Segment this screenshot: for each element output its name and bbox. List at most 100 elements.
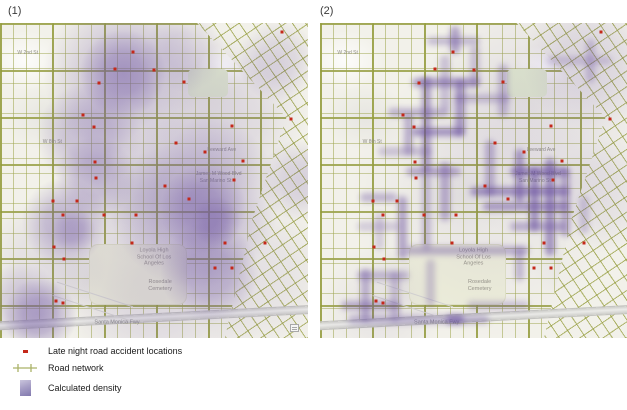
park-area	[507, 68, 548, 98]
accident-point	[62, 257, 66, 261]
accident-point	[371, 199, 375, 203]
density-segment	[470, 45, 480, 86]
density-segment	[405, 167, 462, 177]
density-segment	[422, 174, 432, 250]
basemap-label: W 2nd St	[337, 50, 358, 56]
accident-point	[608, 117, 612, 121]
density-segment	[341, 300, 400, 310]
density-segment	[485, 139, 495, 197]
density-segment	[405, 246, 529, 256]
density-segment	[356, 271, 410, 281]
density-segment	[510, 221, 566, 231]
density-segment	[412, 78, 480, 87]
density-segment	[530, 167, 540, 231]
accident-point	[372, 245, 376, 249]
legend: Late night road accident locations Road …	[10, 346, 330, 403]
basemap-label: James M Wood Blvd	[196, 170, 242, 176]
accident-point	[61, 213, 65, 217]
accident-point	[113, 67, 117, 71]
accident-point	[382, 257, 386, 261]
density-segment	[440, 161, 450, 222]
accident-point	[374, 299, 378, 303]
basemap-label: W 8th St	[363, 139, 382, 145]
density-segment	[427, 36, 480, 46]
accident-point	[549, 124, 553, 128]
density-segment	[510, 167, 569, 177]
accident-point	[94, 176, 98, 180]
accident-point	[134, 213, 138, 217]
accident-point	[582, 241, 586, 245]
mini-grid-icon	[289, 323, 299, 332]
accident-point	[506, 197, 510, 201]
density-segment	[498, 63, 508, 118]
accident-point	[163, 184, 167, 188]
density-segment	[425, 259, 436, 307]
accident-point	[381, 213, 385, 217]
accident-point	[223, 241, 227, 245]
accident-point	[412, 125, 416, 129]
density-segment	[547, 56, 612, 65]
density-segment	[470, 187, 569, 196]
density-segment	[387, 107, 449, 117]
legend-item-road-network: Road network	[10, 363, 330, 373]
accident-point	[51, 199, 55, 203]
accident-point	[551, 178, 555, 182]
accident-point	[401, 113, 405, 117]
accident-point	[501, 80, 505, 84]
accident-points	[320, 23, 627, 338]
accident-point	[280, 30, 284, 34]
basemap-label: Leeward Ave	[207, 147, 236, 153]
density-segment	[378, 147, 431, 157]
density-segment	[360, 268, 370, 323]
accident-point	[450, 241, 454, 245]
accident-point	[52, 245, 56, 249]
accident-point	[75, 199, 79, 203]
accident-point	[203, 150, 207, 154]
density-segment	[585, 38, 595, 83]
density-segments	[320, 23, 627, 338]
panel-1-label: (1)	[8, 5, 22, 17]
legend-item-accidents: Late night road accident locations	[10, 346, 330, 356]
density-segment	[579, 196, 589, 235]
density-segment	[560, 167, 570, 238]
accident-point	[422, 213, 426, 217]
accident-point	[433, 67, 436, 71]
basemap-label: Loyola High School Of Los Angeles	[456, 247, 491, 268]
accident-point	[417, 81, 421, 85]
accident-point	[187, 197, 191, 201]
density-segment	[398, 196, 408, 260]
accident-point	[152, 68, 156, 72]
basemap-label: W 8th St	[43, 139, 62, 145]
density-segment	[467, 300, 529, 310]
density-segment	[455, 94, 511, 103]
accident-point	[54, 299, 58, 303]
accident-point	[230, 124, 234, 128]
legend-label: Late night road accident locations	[48, 346, 183, 356]
basemap-label: Loyola High School Of Los Angeles	[137, 247, 172, 268]
accident-point	[131, 50, 135, 54]
accident-point	[263, 241, 267, 245]
accident-point	[560, 159, 564, 163]
accident-point	[182, 80, 186, 84]
density-segment	[356, 221, 400, 231]
map-panel-kernel-density: Santa Monica Fwy Loyola High School Of Lo…	[0, 23, 308, 338]
density-segment	[359, 193, 397, 203]
accident-point	[532, 266, 536, 270]
accident-point	[549, 266, 553, 270]
road-network-icon	[13, 364, 37, 372]
accident-point	[130, 241, 134, 245]
density-segment	[450, 26, 460, 55]
legend-label: Calculated density	[48, 383, 122, 393]
accident-point	[454, 213, 458, 217]
accident-point	[542, 241, 546, 245]
density-segment	[545, 158, 555, 257]
accident-point	[241, 159, 245, 163]
cemetery-area	[409, 243, 507, 306]
legend-label: Road network	[48, 363, 104, 373]
basemap-label: San Marino St	[200, 178, 232, 184]
basemap-label: Rosedale Cemetery	[468, 279, 492, 293]
accident-point	[81, 113, 85, 117]
accident-point	[61, 301, 65, 305]
accident-point	[102, 213, 106, 217]
density-segment	[375, 212, 385, 250]
